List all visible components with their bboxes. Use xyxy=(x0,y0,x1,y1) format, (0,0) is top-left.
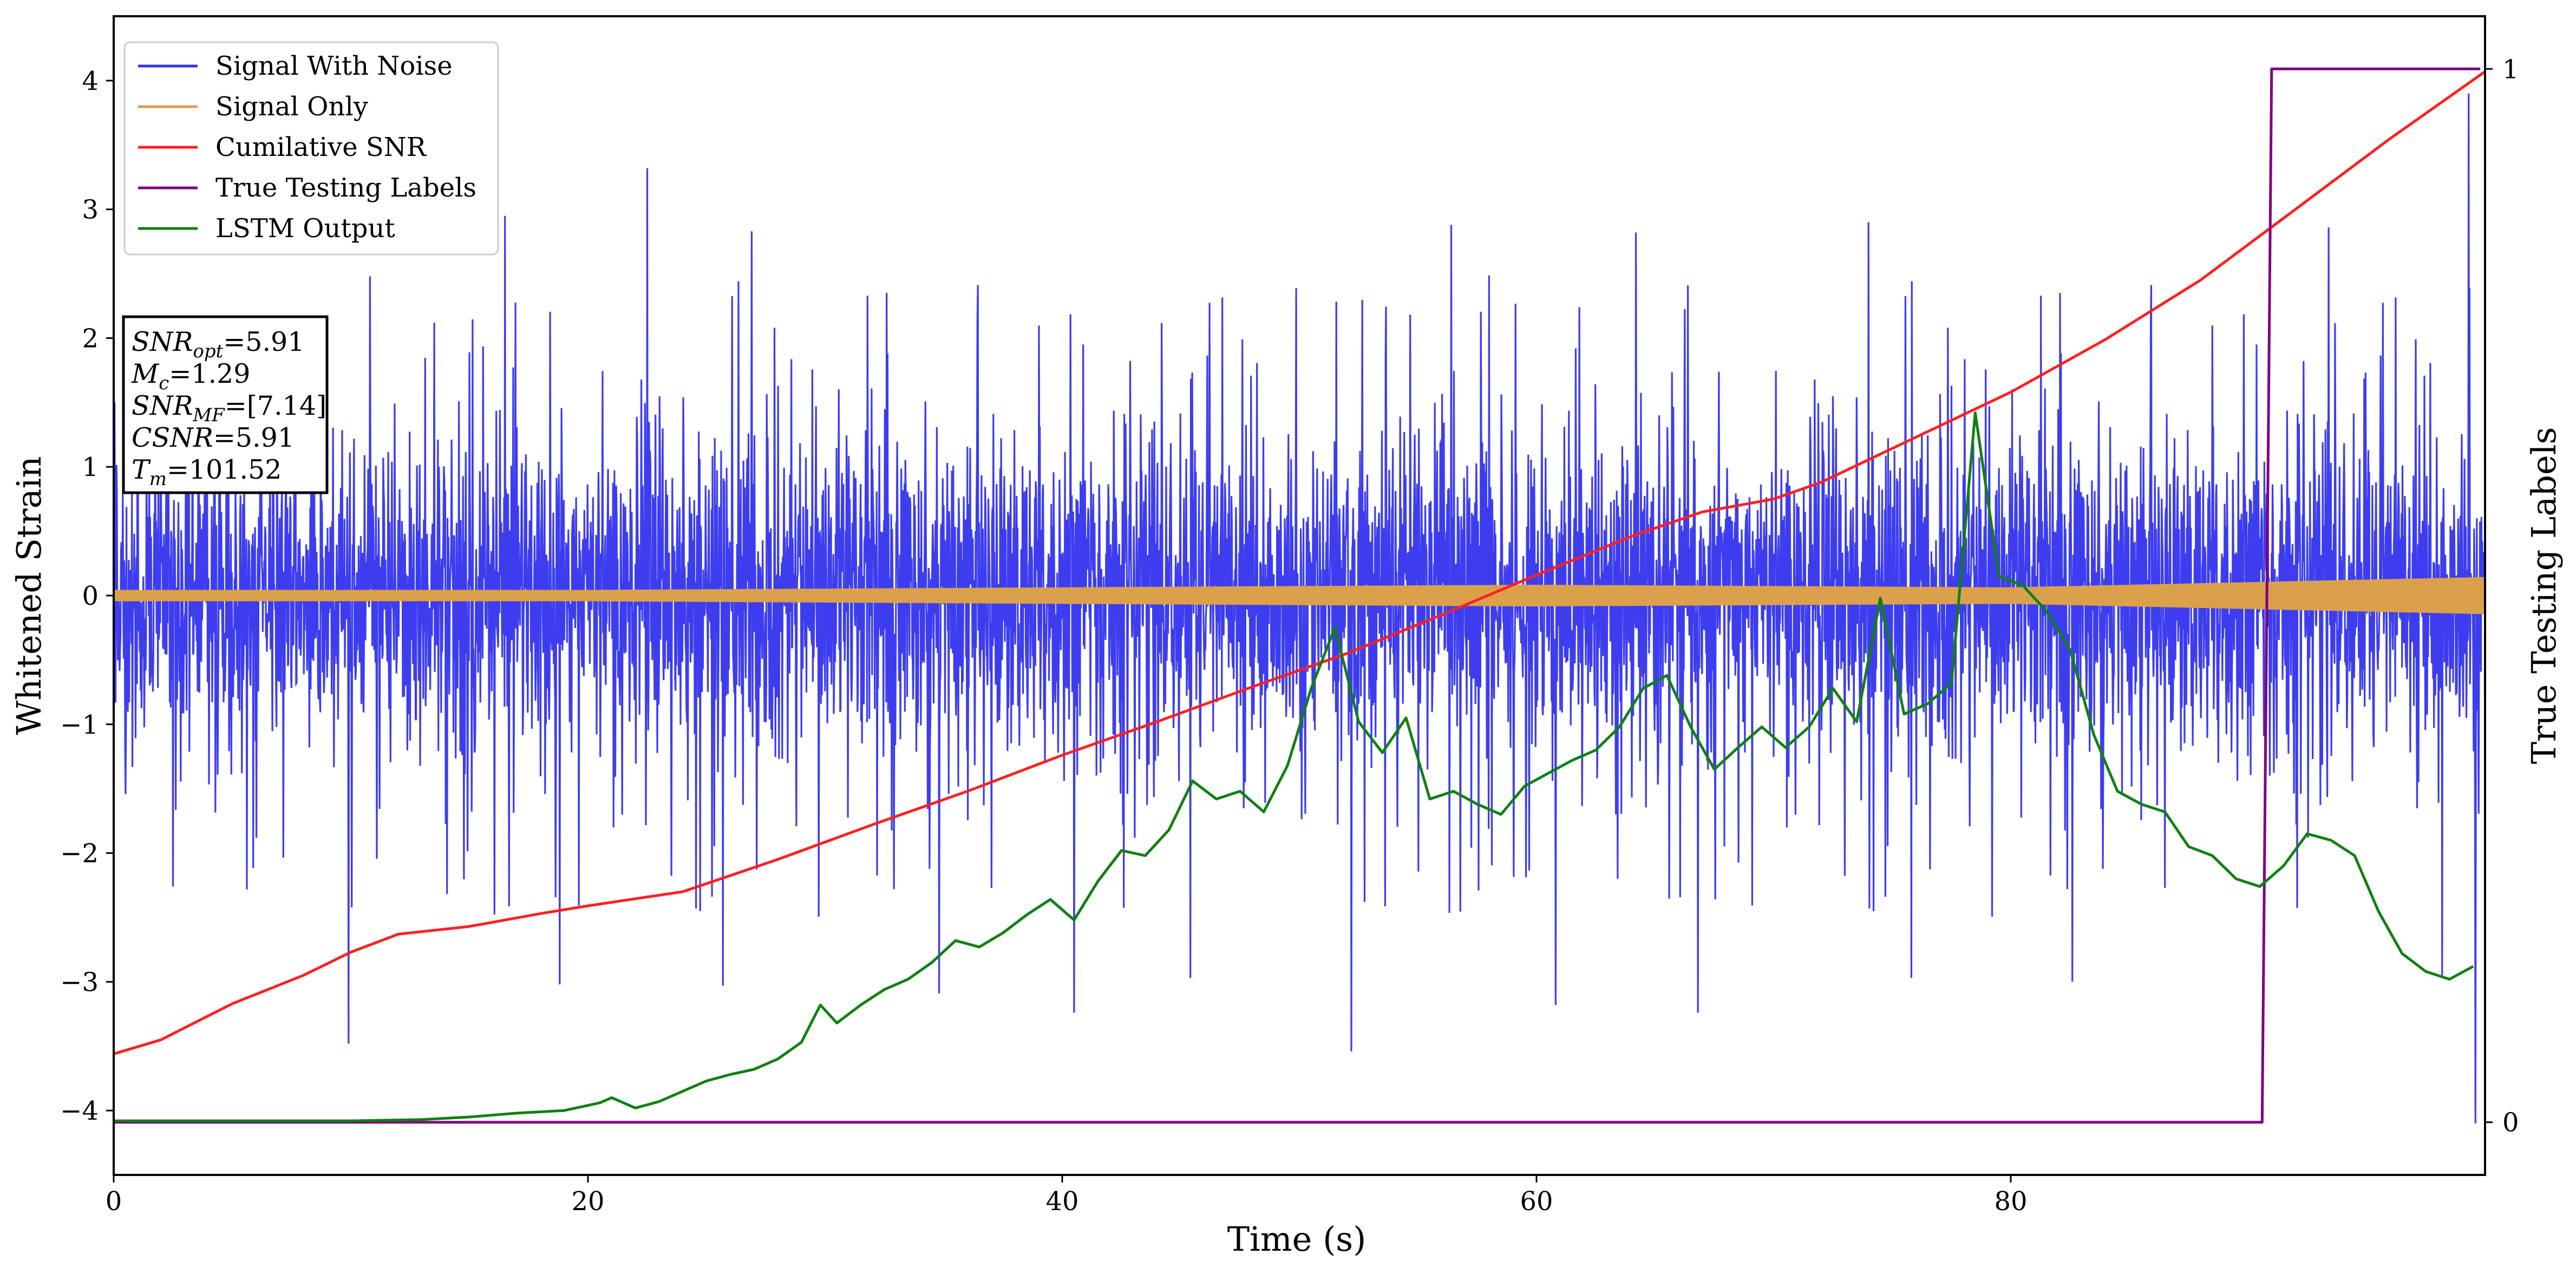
series-cumulative-snr xyxy=(114,70,2485,1055)
stats-subscript: opt xyxy=(193,341,223,362)
y2-tick-label: 1 xyxy=(2502,54,2519,84)
series-signal-only xyxy=(114,577,2485,615)
stats-box xyxy=(122,315,329,494)
stats-symbol: SNR xyxy=(132,390,193,421)
x-tick-label: 80 xyxy=(1994,1186,2027,1217)
y-tick-label: 3 xyxy=(82,195,99,225)
stats-line: Tm=101.52 xyxy=(132,454,282,490)
stats-annotation: SNRopt=5.91Mc=1.29SNRMF=[7.14]CSNR=5.91T… xyxy=(122,315,329,494)
y-tick-label: 2 xyxy=(82,323,99,354)
stats-subscript: m xyxy=(149,468,167,490)
y-axis-ticks: −4 −3 −2 −1 0 1 2 3 4 xyxy=(60,66,114,1126)
y-tick-label: 4 xyxy=(82,66,99,96)
stats-value: =1.29 xyxy=(169,358,250,389)
y-tick-label: −2 xyxy=(60,839,99,869)
series-lstm-output xyxy=(114,411,2474,1122)
y2-tick-label: 0 xyxy=(2502,1108,2519,1138)
stats-value: =5.91 xyxy=(213,422,295,453)
stats-symbol: M xyxy=(131,358,160,389)
stats-subscript: c xyxy=(159,373,169,394)
stats-symbol: T xyxy=(132,454,151,485)
y-tick-label: −3 xyxy=(60,967,99,997)
stats-line: SNRMF=[7.14] xyxy=(132,390,326,426)
y-tick-label: −4 xyxy=(60,1096,99,1126)
series-true-testing-labels xyxy=(114,67,2481,1124)
x-tick-label: 40 xyxy=(1045,1186,1078,1217)
stats-value: =[7.14] xyxy=(225,390,326,421)
x-tick-label: 60 xyxy=(1520,1186,1553,1217)
legend-label: Signal Only xyxy=(215,92,368,122)
x-axis-ticks: 0 20 40 60 80 xyxy=(106,1175,2028,1217)
legend-label: Signal With Noise xyxy=(215,51,453,81)
legend-label: Cumilative SNR xyxy=(215,132,427,162)
stats-line: CSNR=5.91 xyxy=(132,422,295,453)
x-tick-label: 0 xyxy=(106,1186,122,1217)
legend-box xyxy=(123,41,499,256)
stats-value: =101.52 xyxy=(167,454,282,485)
y-tick-label: −1 xyxy=(60,710,99,740)
legend: Signal With Noise Signal Only Cumilative S… xyxy=(123,41,499,256)
y2-axis-label: True Testing Labels xyxy=(2524,427,2564,765)
stats-subscript: MF xyxy=(192,404,225,426)
x-tick-label: 20 xyxy=(571,1186,604,1217)
x-axis-label: Time (s) xyxy=(1227,1219,1367,1259)
y-tick-label: 1 xyxy=(82,452,99,482)
legend-label: True Testing Labels xyxy=(215,173,476,203)
legend-label: LSTM Output xyxy=(215,213,395,244)
stats-line: SNRopt=5.91 xyxy=(132,326,304,362)
series-layer xyxy=(114,67,2485,1124)
stats-symbol: SNR xyxy=(132,326,193,357)
stats-line: Mc=1.29 xyxy=(131,358,250,394)
y-axis-label: Whitened Strain xyxy=(9,456,49,735)
y-tick-label: 0 xyxy=(82,581,99,611)
plot-area xyxy=(114,67,2485,1124)
stats-value: =5.91 xyxy=(223,326,304,357)
y2-axis-ticks: 01 xyxy=(2485,54,2519,1138)
stats-symbol: CSNR xyxy=(132,422,213,453)
